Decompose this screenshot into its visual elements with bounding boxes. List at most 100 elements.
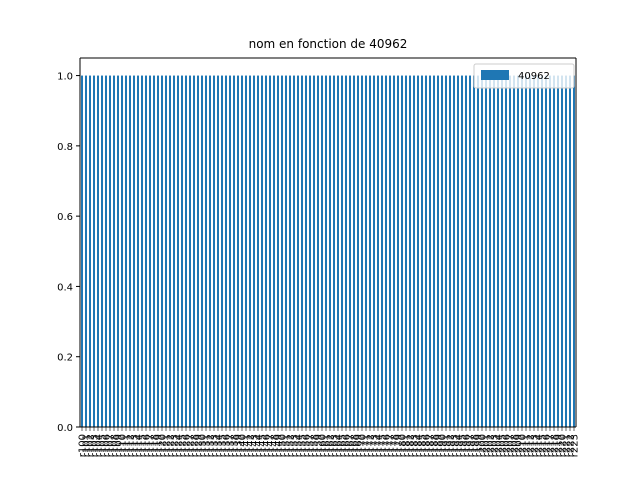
bar	[153, 75, 155, 427]
bar	[477, 75, 479, 427]
x-tick-label: r206	[502, 434, 513, 457]
x-tick-label: r190	[438, 434, 449, 457]
bar	[249, 75, 251, 427]
bar	[373, 75, 375, 427]
x-tick-label: r130	[198, 434, 209, 457]
bar	[113, 75, 115, 427]
bar	[569, 75, 571, 427]
bar	[349, 75, 351, 427]
bar	[129, 75, 131, 427]
x-tick-label: r201	[482, 434, 493, 457]
x-tick-label: r134	[214, 434, 225, 457]
bar	[493, 75, 495, 427]
x-tick-label: r209	[514, 434, 525, 457]
x-tick-label: r194	[454, 434, 465, 457]
bar	[561, 75, 563, 427]
x-tick-label: r125	[178, 434, 189, 457]
bar	[205, 75, 207, 427]
bar	[257, 75, 259, 427]
bar	[301, 75, 303, 427]
bar	[541, 75, 543, 427]
x-tick-label: r126	[182, 434, 193, 457]
x-tick-label: r187	[426, 434, 437, 457]
x-tick-label: r204	[494, 434, 505, 457]
x-tick-label: r143	[250, 434, 261, 457]
bar	[193, 75, 195, 427]
x-tick-label: r154	[294, 434, 305, 457]
x-tick-label: r155	[298, 434, 309, 457]
x-tick-label: r191	[442, 434, 453, 457]
x-tick-label: r210	[518, 434, 529, 457]
bar	[489, 75, 491, 427]
x-tick-label: r165	[338, 434, 349, 457]
bar	[185, 75, 187, 427]
x-tick-label: r179	[394, 434, 405, 457]
x-tick-label: r167	[346, 434, 357, 457]
bar	[409, 75, 411, 427]
x-tick-label: r124	[174, 434, 185, 457]
x-tick-label: r198	[470, 434, 481, 457]
x-tick-label: r182	[406, 434, 417, 457]
bar	[457, 75, 459, 427]
chart-title: nom en fonction de 40962	[249, 37, 408, 51]
x-tick-label: r150	[278, 434, 289, 457]
x-tick-label: r203	[490, 434, 501, 457]
x-tick-label: r113	[130, 434, 141, 457]
x-tick-label: r115	[138, 434, 149, 457]
bar	[509, 75, 511, 427]
bar	[81, 75, 83, 427]
bar	[397, 75, 399, 427]
bar	[425, 75, 427, 427]
bar	[209, 75, 211, 427]
legend-swatch	[481, 70, 509, 80]
bar	[261, 75, 263, 427]
bar	[381, 75, 383, 427]
x-tick-label: r207	[506, 434, 517, 457]
x-tick-label: r100	[78, 434, 89, 457]
bar	[513, 75, 515, 427]
bar	[449, 75, 451, 427]
bar	[273, 75, 275, 427]
bar	[421, 75, 423, 427]
x-tick-label: r188	[430, 434, 441, 457]
x-tick-label: r133	[210, 434, 221, 457]
x-tick-label: r216	[542, 434, 553, 457]
bar	[317, 75, 319, 427]
x-tick-label: r129	[194, 434, 205, 457]
x-tick-label: r211	[522, 434, 533, 457]
bar	[93, 75, 95, 427]
bar	[345, 75, 347, 427]
bar	[533, 75, 535, 427]
x-tick-label: r193	[450, 434, 461, 457]
bar	[149, 75, 151, 427]
x-tick-label: r196	[462, 434, 473, 457]
x-tick-label: r151	[282, 434, 293, 457]
x-tick-label: r166	[342, 434, 353, 457]
bar	[225, 75, 227, 427]
bar	[385, 75, 387, 427]
bar	[573, 75, 575, 427]
bar	[177, 75, 179, 427]
x-tick-label: r152	[286, 434, 297, 457]
bar	[565, 75, 567, 427]
x-tick-label: r109	[114, 434, 125, 457]
x-tick-label: r153	[290, 434, 301, 457]
x-tick-label: r122	[166, 434, 177, 457]
x-tick-label: r199	[474, 434, 485, 457]
bar	[85, 75, 87, 427]
bar	[137, 75, 139, 427]
bar	[553, 75, 555, 427]
bar	[189, 75, 191, 427]
legend-label: 40962	[518, 71, 550, 82]
bar	[521, 75, 523, 427]
bar	[277, 75, 279, 427]
x-tick-label: r159	[314, 434, 325, 457]
x-tick-label: r128	[190, 434, 201, 457]
bar	[97, 75, 99, 427]
bar	[333, 75, 335, 427]
x-tick-label: r106	[102, 434, 113, 457]
y-tick-label: 0.6	[57, 212, 73, 223]
bar	[289, 75, 291, 427]
bar	[497, 75, 499, 427]
bar	[453, 75, 455, 427]
